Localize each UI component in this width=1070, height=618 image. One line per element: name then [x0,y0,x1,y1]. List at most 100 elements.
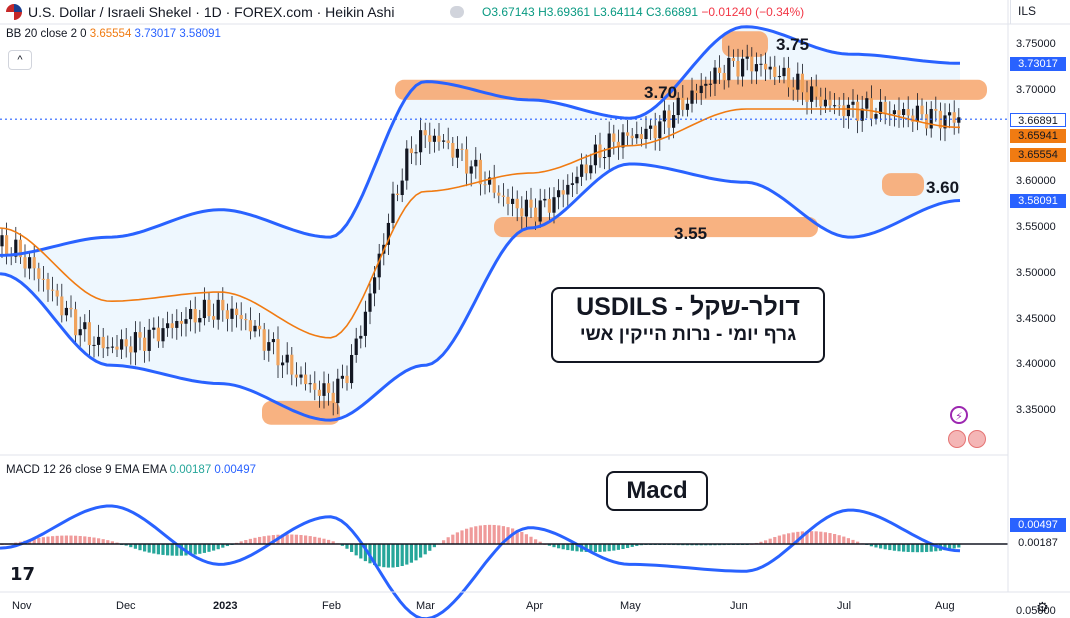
macd-hist-bar [534,539,538,544]
candle-body [106,347,110,349]
macd-hist-bar [290,534,294,544]
chart-header: U.S. Dollar / Israeli Shekel · 1D · FORE… [0,0,1010,24]
candle-body [460,148,464,150]
gear-icon[interactable]: ⚙ [1036,599,1049,615]
candle-body [589,165,593,174]
candle-body [819,96,823,107]
macd-hist-bar [345,544,349,549]
event-flag-icon-2[interactable] [968,430,986,448]
macd-hist-bar [612,544,616,551]
macd-hist-bar [304,535,308,544]
macd-hist-bar [161,544,165,555]
macd-hist-bar [911,544,915,553]
candle-body [147,329,151,351]
hide-icon[interactable] [450,6,464,18]
y-tick-label: 3.45000 [1016,312,1056,325]
macd-hist-bar [925,544,929,552]
candle-body [340,375,344,379]
macd-hist-bar [391,544,395,568]
candle-body [216,299,220,320]
event-flag-icon[interactable] [948,430,966,448]
candle-body [630,135,634,139]
macd-hist-bar [156,544,160,555]
currency-box[interactable]: ILS [1010,0,1070,24]
candle-body [538,200,542,222]
candle-body [285,354,289,363]
macd-hist-bar [55,535,59,544]
candle-body [672,115,676,128]
macd-hist-bar [897,544,901,552]
macd-hist-bar [396,544,400,567]
candle-body [336,378,340,404]
zone-370 [395,79,987,100]
macd-title-box: Macd [606,471,708,511]
candle-body [133,332,137,353]
candle-body [575,176,579,184]
candle-body [497,192,501,196]
macd-hist-bar [934,544,938,552]
candle-body [681,97,685,110]
candle-body [350,354,354,384]
macd-hist-bar [902,544,906,552]
macd-hist-bar [616,544,620,550]
candle-body [37,268,41,279]
macd-hist-bar [915,544,919,553]
indicator-lines [0,25,1008,422]
candle-body [667,110,671,128]
candle-body [193,308,197,323]
macd-hist-bar [819,531,823,544]
candle-body [304,374,308,385]
candle-body [810,86,814,102]
candle-body [51,289,55,291]
candle-body [837,105,841,107]
macd-hist-bar [428,544,432,551]
usd-flag-icon [6,4,22,20]
axes [0,0,1070,593]
macd-hist-bar [451,534,455,544]
candle-body [32,257,36,269]
ohlc-readout: O3.67143 H3.69361 L3.64114 C3.66891 −0.0… [482,5,805,19]
macd-hist-bar [805,531,809,544]
candle-body [212,316,216,320]
macd-hist-bar [37,537,41,544]
candle-body [184,319,188,324]
collapse-legend-button[interactable]: ^ [8,50,32,70]
candle-body [488,177,492,185]
macd-hist-bar [41,537,45,544]
candle-body [823,99,827,107]
x-tick-label: Dec [116,600,136,612]
macd-hist-bar [883,544,887,550]
macd-hist-bar [575,544,579,552]
candle-body [267,342,271,351]
price-label-basis: 3.65554 [1010,148,1066,162]
macd-hist-bar [892,544,896,551]
macd-hist-bar [570,544,574,551]
candle-body [276,339,280,366]
candle-body [161,328,165,342]
y-tick-label: 3.55000 [1016,221,1056,233]
price-label-close2: 3.65941 [1010,129,1066,143]
macd-hist-bar [626,544,630,549]
lightning-icon[interactable]: ⚡ [950,406,968,424]
symbol-title[interactable]: U.S. Dollar / Israeli Shekel · 1D · FORE… [28,4,395,20]
macd-hist-bar [497,525,501,544]
x-tick-label: May [620,600,641,612]
macd-hist-bar [327,539,331,544]
bb-legend[interactable]: BB 20 close 2 0 3.65554 3.73017 3.58091 [6,28,221,40]
macd-hist-bar [207,544,211,552]
macd-hist-bar [78,535,82,544]
macd-legend[interactable]: MACD 12 26 close 9 EMA EMA 0.00187 0.004… [6,464,256,476]
candle-body [603,157,607,159]
candle-body [856,101,860,121]
y-tick-label: 3.40000 [1016,358,1056,371]
macd-hist-bar [759,541,763,544]
macd-hist-bar [313,536,317,544]
candle-body [616,141,620,148]
macd-hist-bar [929,544,933,552]
price-label-last: 3.66891 [1010,113,1066,127]
macd-hist-bar [796,531,800,544]
candle-body [115,346,119,350]
macd-hist-bar [271,535,275,544]
candle-body [202,299,206,319]
